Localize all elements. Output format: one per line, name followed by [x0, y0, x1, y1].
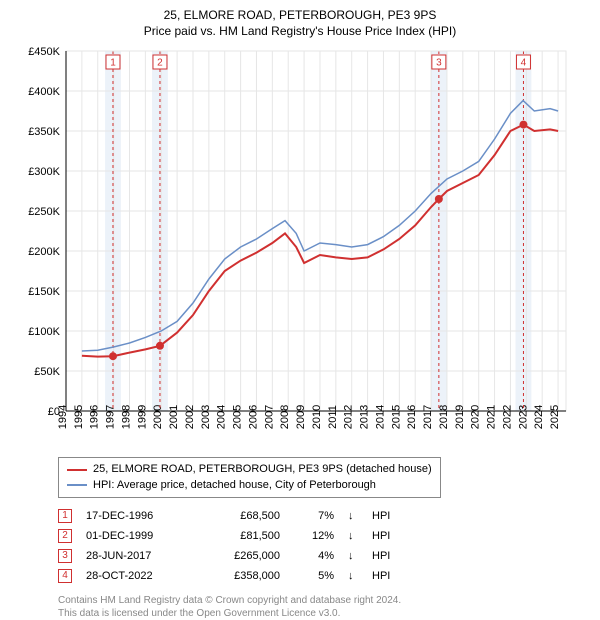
x-tick-label: 2025 [549, 405, 561, 429]
marker-number: 1 [110, 58, 116, 69]
legend-label: 25, ELMORE ROAD, PETERBOROUGH, PE3 9PS (… [93, 462, 432, 477]
transactions-table: 1 17-DEC-1996 £68,500 7% ↓ HPI 2 01-DEC-1999 £81… [58, 506, 590, 586]
x-tick-label: 2013 [359, 405, 371, 429]
x-tick-label: 1997 [105, 405, 117, 429]
y-tick-label: £300K [28, 166, 60, 178]
transaction-date: 17-DEC-1996 [86, 510, 186, 522]
attribution-line: This data is licensed under the Open Gov… [58, 607, 590, 620]
down-arrow-icon: ↓ [348, 570, 358, 582]
y-tick-label: £250K [28, 206, 60, 218]
x-tick-label: 2000 [152, 405, 164, 429]
legend-swatch [67, 484, 87, 486]
x-tick-label: 2007 [263, 405, 275, 429]
transaction-row: 2 01-DEC-1999 £81,500 12% ↓ HPI [58, 526, 590, 546]
x-tick-label: 2009 [295, 405, 307, 429]
x-tick-label: 2016 [406, 405, 418, 429]
y-tick-label: £450K [28, 46, 60, 58]
series-marker [519, 121, 527, 129]
x-tick-label: 2021 [486, 405, 498, 429]
transaction-pct: 7% [294, 510, 334, 522]
transaction-date: 28-OCT-2022 [86, 570, 186, 582]
down-arrow-icon: ↓ [348, 510, 358, 522]
series-marker [156, 342, 164, 350]
x-tick-label: 2003 [200, 405, 212, 429]
x-tick-label: 2010 [311, 405, 323, 429]
x-tick-label: 2004 [216, 405, 228, 429]
transaction-price: £81,500 [200, 530, 280, 542]
x-tick-label: 2022 [501, 405, 513, 429]
x-tick-label: 2023 [517, 405, 529, 429]
transaction-row: 3 28-JUN-2017 £265,000 4% ↓ HPI [58, 546, 590, 566]
transaction-vs-label: HPI [372, 570, 390, 582]
x-tick-label: 2012 [343, 405, 355, 429]
legend-item: 25, ELMORE ROAD, PETERBOROUGH, PE3 9PS (… [67, 462, 432, 477]
transaction-badge: 1 [58, 509, 72, 523]
x-tick-label: 2005 [232, 405, 244, 429]
transaction-price: £68,500 [200, 510, 280, 522]
attribution-line: Contains HM Land Registry data © Crown c… [58, 594, 590, 607]
y-tick-label: £150K [28, 286, 60, 298]
transaction-price: £265,000 [200, 550, 280, 562]
y-tick-label: £100K [28, 326, 60, 338]
y-tick-label: £50K [34, 366, 60, 378]
title-address: 25, ELMORE ROAD, PETERBOROUGH, PE3 9PS [10, 8, 590, 24]
x-tick-label: 1998 [120, 405, 132, 429]
marker-number: 2 [157, 58, 163, 69]
x-tick-label: 2006 [247, 405, 259, 429]
x-tick-label: 2020 [470, 405, 482, 429]
transaction-pct: 5% [294, 570, 334, 582]
x-tick-label: 2017 [422, 405, 434, 429]
transaction-row: 1 17-DEC-1996 £68,500 7% ↓ HPI [58, 506, 590, 526]
transaction-vs-label: HPI [372, 530, 390, 542]
transaction-row: 4 28-OCT-2022 £358,000 5% ↓ HPI [58, 566, 590, 586]
x-tick-label: 2019 [454, 405, 466, 429]
transaction-vs-label: HPI [372, 510, 390, 522]
legend-swatch [67, 469, 87, 471]
x-tick-label: 2015 [390, 405, 402, 429]
x-tick-label: 2011 [327, 405, 339, 429]
transaction-badge: 4 [58, 569, 72, 583]
chart-titles: 25, ELMORE ROAD, PETERBOROUGH, PE3 9PS P… [10, 8, 590, 39]
line-chart-svg: £0£50K£100K£150K£200K£250K£300K£350K£400… [10, 39, 578, 451]
legend: 25, ELMORE ROAD, PETERBOROUGH, PE3 9PS (… [58, 457, 441, 498]
x-tick-label: 2001 [168, 405, 180, 429]
chart-area: £0£50K£100K£150K£200K£250K£300K£350K£400… [10, 39, 590, 451]
series-marker [435, 195, 443, 203]
transaction-pct: 12% [294, 530, 334, 542]
x-tick-label: 2014 [374, 405, 386, 429]
transaction-date: 28-JUN-2017 [86, 550, 186, 562]
x-tick-label: 2018 [438, 405, 450, 429]
legend-label: HPI: Average price, detached house, City… [93, 478, 376, 493]
y-tick-label: £200K [28, 246, 60, 258]
x-tick-label: 2024 [533, 405, 545, 429]
marker-number: 3 [436, 58, 442, 69]
transaction-date: 01-DEC-1999 [86, 530, 186, 542]
y-tick-label: £400K [28, 86, 60, 98]
marker-number: 4 [521, 58, 527, 69]
x-tick-label: 1996 [89, 405, 101, 429]
title-subtitle: Price paid vs. HM Land Registry's House … [10, 24, 590, 40]
x-tick-label: 1995 [73, 405, 85, 429]
x-tick-label: 2008 [279, 405, 291, 429]
transaction-price: £358,000 [200, 570, 280, 582]
x-tick-label: 2002 [184, 405, 196, 429]
transaction-pct: 4% [294, 550, 334, 562]
chart-card: 25, ELMORE ROAD, PETERBOROUGH, PE3 9PS P… [0, 0, 600, 620]
transaction-vs-label: HPI [372, 550, 390, 562]
transaction-badge: 3 [58, 549, 72, 563]
x-tick-label: 1999 [136, 405, 148, 429]
x-tick-label: 1994 [57, 405, 69, 429]
series-marker [109, 352, 117, 360]
down-arrow-icon: ↓ [348, 530, 358, 542]
y-tick-label: £350K [28, 126, 60, 138]
down-arrow-icon: ↓ [348, 550, 358, 562]
transaction-badge: 2 [58, 529, 72, 543]
attribution: Contains HM Land Registry data © Crown c… [58, 594, 590, 620]
legend-item: HPI: Average price, detached house, City… [67, 478, 432, 493]
